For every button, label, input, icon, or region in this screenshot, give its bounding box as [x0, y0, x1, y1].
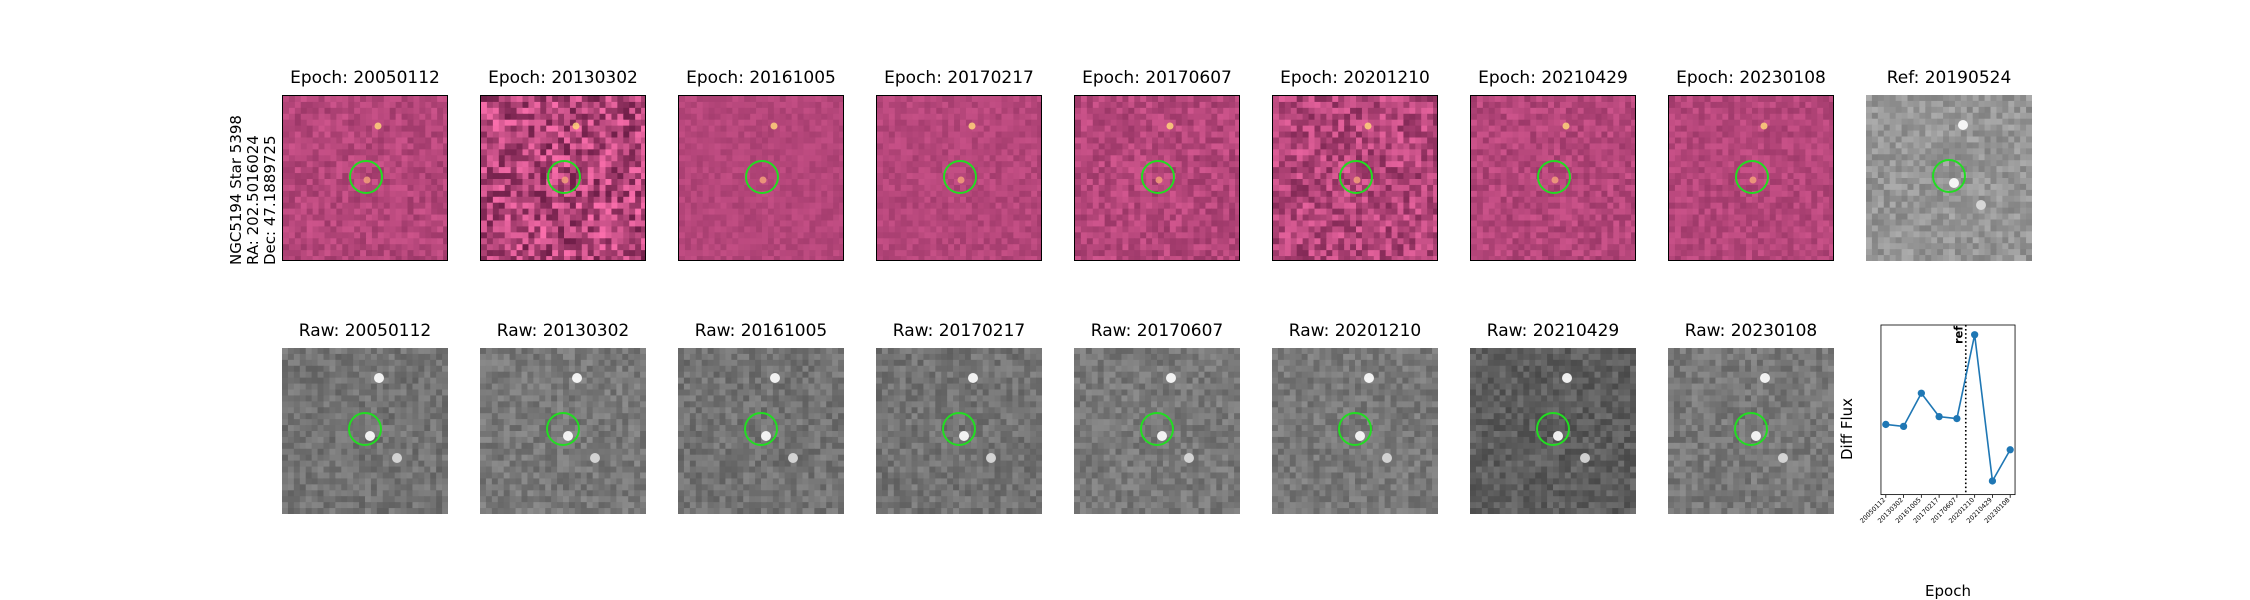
star-dec: Dec: 47.1889725: [261, 135, 279, 265]
chart-frame: [1880, 324, 2016, 496]
diff-panel-title: Epoch: 20210429: [1478, 68, 1628, 88]
target-circle: [943, 160, 977, 194]
diff-panel-title: Epoch: 20130302: [488, 68, 638, 88]
reference-panel-image: [1866, 95, 2032, 261]
diff-flux-chart: ref2005011220130302201610052017021720170…: [1858, 324, 2016, 525]
target-circle: [348, 412, 382, 446]
target-circle: [942, 412, 976, 446]
raw-panel-image: [678, 348, 844, 514]
raw-panel-title: Raw: 20170607: [1090, 321, 1224, 341]
data-point: [1988, 477, 1997, 485]
diff-panel-image: [1470, 95, 1636, 261]
diff-panel-title: Epoch: 20201210: [1280, 68, 1430, 88]
raw-panel-image: [876, 348, 1042, 514]
target-circle: [1735, 160, 1769, 194]
diff-panel-title: Epoch: 20170607: [1082, 68, 1232, 88]
series-line: [1885, 334, 2011, 484]
target-circle: [547, 160, 581, 194]
target-circle: [546, 412, 580, 446]
reference-panel-title: Ref: 20190524: [1886, 68, 2012, 88]
target-circle: [1141, 160, 1175, 194]
target-circle: [1338, 412, 1372, 446]
star-name: NGC5194 Star 5398: [227, 115, 245, 265]
raw-panel-title: Raw: 20230108: [1684, 321, 1818, 341]
reference-line-label: ref: [1953, 325, 1966, 344]
raw-panel-title: Raw: 20201210: [1288, 321, 1422, 341]
raw-panel-title: Raw: 20130302: [496, 321, 630, 341]
raw-panel-image: [480, 348, 646, 514]
diff-panel-title: Epoch: 20230108: [1676, 68, 1826, 88]
raw-panel-title: Raw: 20210429: [1486, 321, 1620, 341]
diff-panel-image: [1074, 95, 1240, 261]
target-circle: [1140, 412, 1174, 446]
diff-panel-image: [480, 95, 646, 261]
target-circle: [1339, 160, 1373, 194]
raw-panel-image: [1470, 348, 1636, 514]
data-point: [2006, 446, 2014, 454]
data-point: [1917, 389, 1925, 397]
raw-panel-title: Raw: 20050112: [298, 321, 432, 341]
data-point: [1882, 420, 1890, 429]
target-circle: [1932, 159, 1966, 193]
star-label: NGC5194 Star 5398 RA: 202.5016024 Dec: 4…: [227, 115, 279, 265]
diff-panel-image: [678, 95, 844, 261]
data-point: [1899, 422, 1908, 431]
diff-panel-image: [1668, 95, 1834, 261]
target-circle: [744, 412, 778, 446]
target-circle: [1537, 160, 1571, 194]
target-circle: [1536, 412, 1570, 446]
diff-panel-title: Epoch: 20050112: [290, 68, 440, 88]
raw-panel-image: [282, 348, 448, 514]
star-ra: RA: 202.5016024: [244, 135, 262, 265]
chart-y-axis-label: Diff Flux: [1838, 398, 1856, 460]
raw-panel-title: Raw: 20161005: [694, 321, 828, 341]
diff-panel-image: [1272, 95, 1438, 261]
diff-panel-title: Epoch: 20161005: [686, 68, 836, 88]
data-point: [1935, 412, 1943, 421]
data-point: [1971, 331, 1979, 339]
chart-x-axis-label: Epoch: [1925, 582, 1971, 600]
raw-panel-image: [1272, 348, 1438, 514]
target-circle: [1734, 412, 1768, 446]
target-circle: [349, 160, 383, 194]
raw-panel-image: [1074, 348, 1240, 514]
diff-panel-image: [282, 95, 448, 261]
raw-panel-title: Raw: 20170217: [892, 321, 1026, 341]
diff-panel-title: Epoch: 20170217: [884, 68, 1034, 88]
target-circle: [745, 160, 779, 194]
raw-panel-image: [1668, 348, 1834, 514]
data-point: [1953, 414, 1961, 423]
diff-panel-image: [876, 95, 1042, 261]
